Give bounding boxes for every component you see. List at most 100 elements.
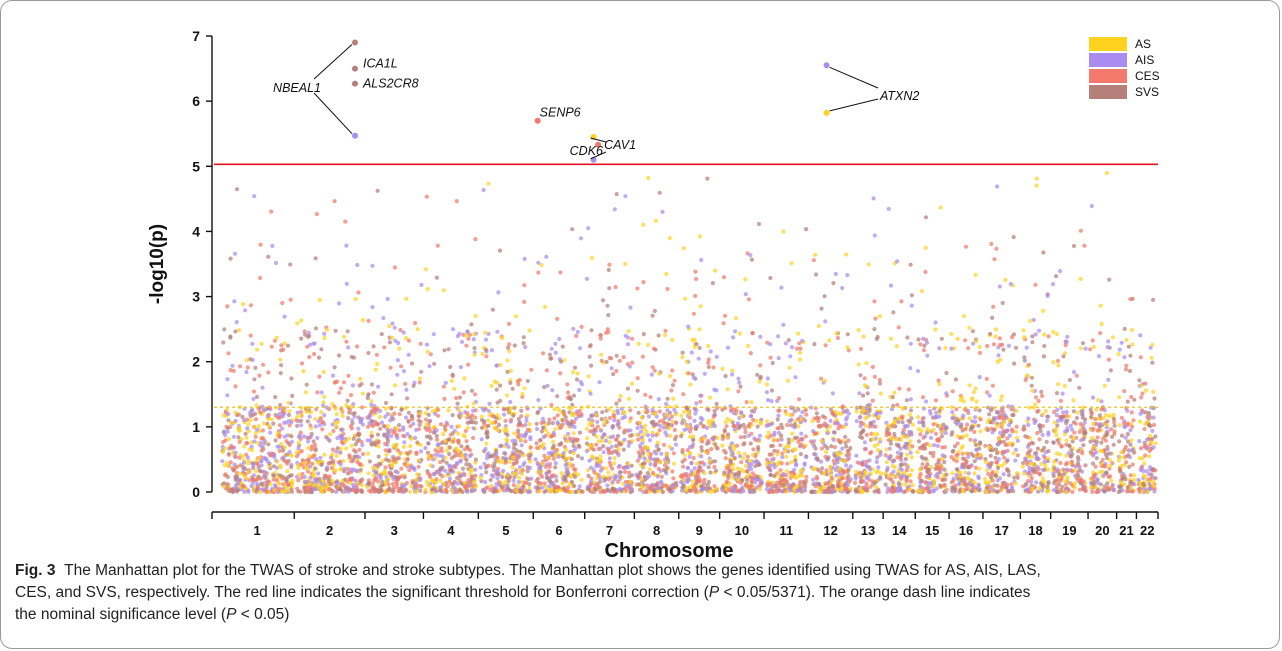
data-point [521, 341, 526, 346]
data-point [928, 450, 933, 456]
data-point [1011, 451, 1016, 456]
data-point [249, 484, 254, 489]
data-point [902, 461, 907, 466]
data-point [592, 427, 598, 432]
data-point [654, 433, 659, 438]
data-point [282, 445, 288, 450]
data-point [792, 409, 797, 414]
data-point [544, 254, 549, 259]
data-point [353, 449, 358, 454]
data-point [973, 442, 978, 447]
data-point [413, 321, 418, 326]
data-point [828, 418, 833, 423]
data-point [698, 304, 703, 309]
data-point [449, 378, 454, 383]
data-point [494, 363, 499, 368]
data-point [333, 468, 338, 473]
data-point [642, 474, 647, 479]
data-point [415, 472, 420, 477]
data-point [533, 457, 538, 462]
data-point [497, 459, 502, 464]
data-point [641, 222, 646, 227]
data-point [524, 430, 529, 435]
data-point [273, 260, 279, 266]
data-point [329, 455, 334, 460]
data-point [549, 450, 554, 455]
data-point [414, 451, 419, 456]
data-point [862, 376, 867, 381]
data-point [965, 475, 970, 480]
data-point [395, 485, 400, 490]
data-point [426, 441, 431, 446]
data-point [724, 466, 729, 471]
data-point [488, 477, 493, 483]
data-point [683, 488, 688, 493]
data-point [586, 473, 591, 478]
data-point [334, 484, 339, 489]
data-point [322, 452, 327, 457]
data-point [933, 320, 938, 325]
data-point [383, 441, 388, 446]
data-point [600, 410, 605, 415]
data-point [977, 350, 983, 355]
data-point [877, 314, 883, 319]
data-point [494, 448, 499, 453]
data-point [472, 332, 477, 337]
data-point [455, 431, 461, 436]
data-point [416, 458, 422, 463]
data-point [775, 426, 780, 431]
data-point [431, 332, 436, 337]
data-point [466, 336, 471, 341]
data-point [377, 473, 382, 479]
data-point [558, 371, 563, 376]
data-point [985, 428, 991, 433]
data-point [872, 299, 877, 304]
data-point [1001, 409, 1006, 414]
data-point [736, 489, 741, 494]
data-point [792, 422, 797, 427]
data-point [876, 414, 882, 419]
data-point [973, 405, 979, 411]
data-point [556, 454, 561, 459]
data-point [925, 340, 930, 345]
data-point [448, 432, 453, 437]
data-point [407, 489, 413, 494]
data-point [277, 433, 282, 438]
data-point [572, 420, 577, 425]
data-point [359, 416, 365, 421]
data-point [447, 479, 452, 484]
data-point [255, 482, 260, 487]
data-point [625, 386, 631, 391]
data-point [284, 439, 289, 444]
data-point [344, 243, 349, 248]
data-point [464, 439, 469, 444]
data-point [253, 434, 258, 439]
data-point [384, 452, 389, 457]
data-point [707, 458, 713, 463]
data-point [514, 459, 519, 464]
data-point [564, 466, 569, 471]
data-point [589, 454, 595, 459]
data-point [543, 427, 549, 433]
data-point [313, 416, 318, 421]
data-point [863, 470, 868, 475]
data-point [505, 345, 511, 350]
data-point [344, 446, 349, 451]
data-point [893, 437, 899, 442]
data-point [516, 453, 521, 458]
data-point [271, 421, 276, 426]
data-point [355, 262, 360, 268]
data-point [776, 396, 782, 401]
data-point [228, 368, 233, 373]
data-point [859, 489, 865, 494]
data-point [411, 383, 416, 388]
data-point [923, 215, 929, 220]
data-point [833, 271, 838, 277]
data-point [689, 350, 694, 355]
data-point [667, 236, 672, 241]
data-point [843, 469, 848, 474]
data-point [416, 464, 421, 469]
data-point [915, 369, 921, 374]
data-point [949, 432, 954, 437]
data-point [534, 478, 539, 484]
